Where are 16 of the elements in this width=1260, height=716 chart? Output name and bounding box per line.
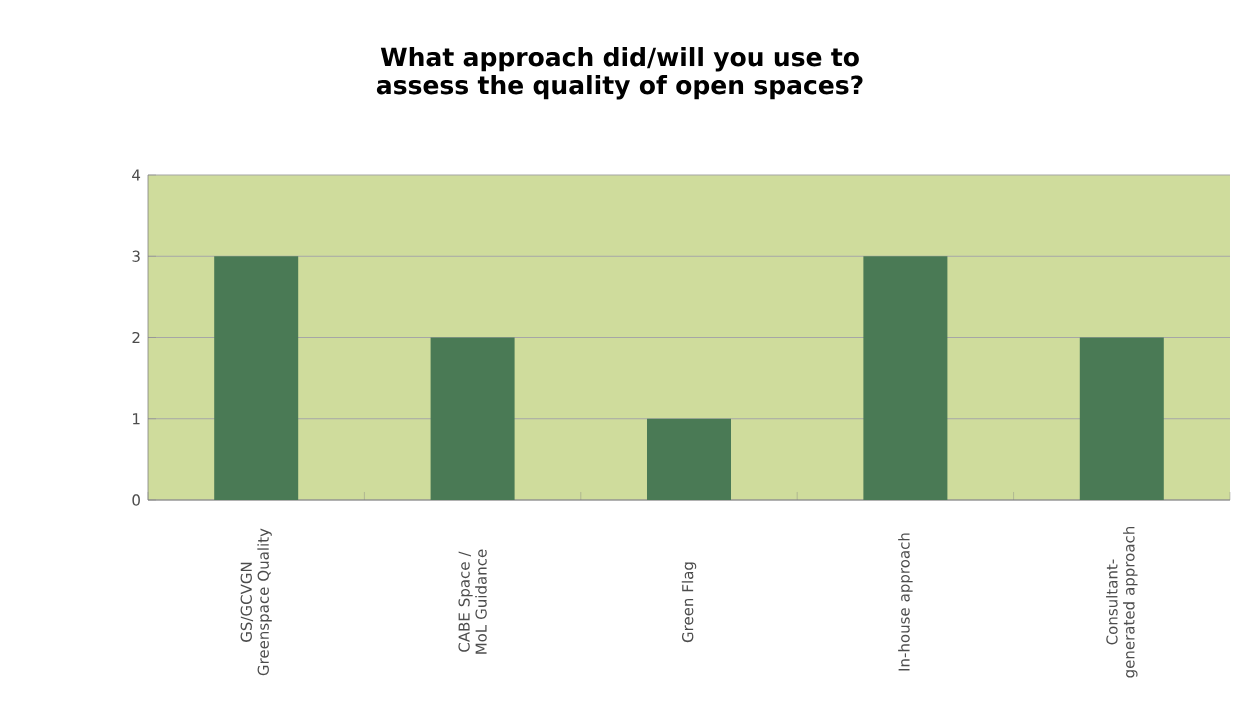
chart-title: What approach did/will you use to assess the quality of open spaces? [376, 47, 863, 100]
y-tick-label: 2 [132, 331, 140, 344]
x-tick-label: In-house approach [898, 533, 913, 671]
x-tick-label: Green Flag [681, 562, 697, 643]
bar [1079, 337, 1164, 500]
bar [863, 256, 948, 500]
y-tick-label: 3 [132, 250, 140, 262]
bar [214, 256, 299, 500]
y-tick-label: 4 [132, 169, 141, 181]
bar [430, 337, 515, 500]
x-tick-label: Consultant-generated approach [1106, 526, 1138, 678]
x-tick-label: GS/GCVGN Greenspace Quality [240, 528, 272, 676]
y-tick-label: 0 [132, 494, 140, 506]
x-tick-label: CABE Space / MoL Guidance [458, 549, 487, 654]
y-tick-label: 1 [133, 413, 140, 425]
bar [647, 418, 731, 500]
